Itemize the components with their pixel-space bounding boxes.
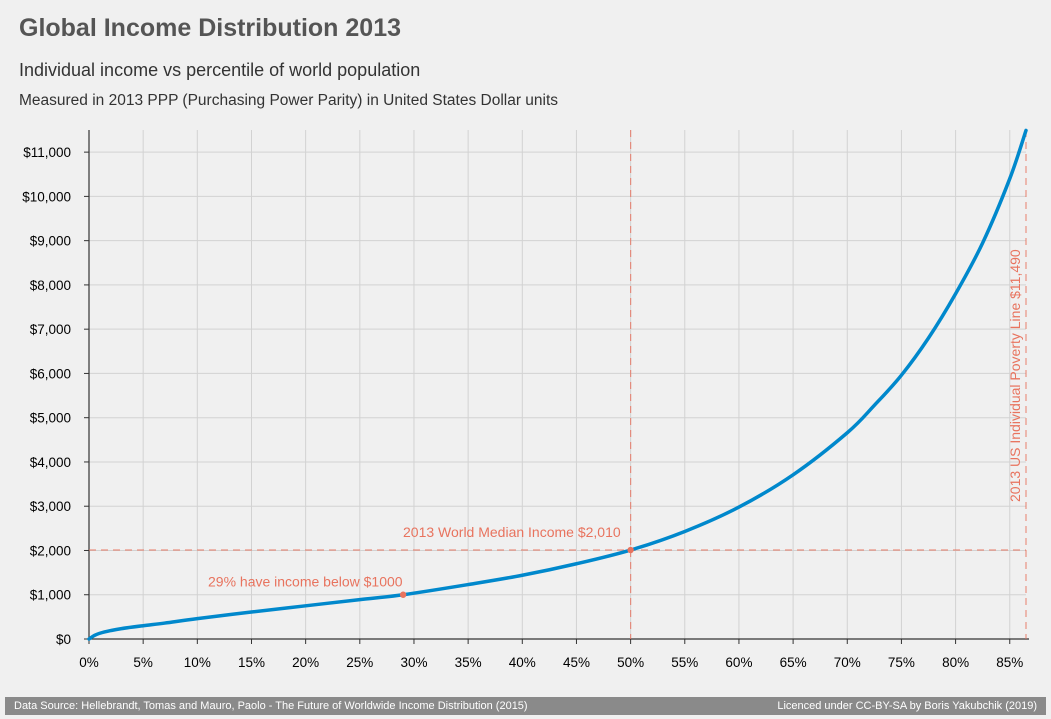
x-tick-label: 15%: [238, 655, 265, 670]
x-tick-label: 85%: [996, 655, 1023, 670]
y-tick-label: $2,000: [30, 543, 71, 558]
below-1000-label: 29% have income below $1000: [208, 574, 403, 590]
footer-bar: Data Source: Hellebrandt, Tomas and Maur…: [5, 697, 1046, 715]
y-tick-label: $0: [56, 632, 71, 647]
y-tick-label: $11,000: [23, 145, 71, 160]
y-tick-label: $3,000: [30, 499, 71, 514]
y-tick-label: $4,000: [30, 455, 71, 470]
x-tick-label: 50%: [617, 655, 644, 670]
poverty-line-label: 2013 US Individual Poverty Line $11,490: [1007, 249, 1023, 502]
x-tick-label: 10%: [184, 655, 211, 670]
x-tick-label: 5%: [133, 655, 153, 670]
below-1000-point: [399, 591, 407, 598]
median-point: [627, 546, 634, 554]
x-tick-label: 0%: [79, 655, 99, 670]
y-tick-label: $7,000: [30, 322, 71, 337]
chart-units-note: Measured in 2013 PPP (Purchasing Power P…: [19, 92, 559, 109]
y-tick-label: $9,000: [30, 234, 71, 249]
y-tick-label: $8,000: [30, 278, 71, 293]
y-tick-label: $1,000: [30, 588, 71, 603]
x-tick-label: 55%: [671, 655, 698, 670]
x-tick-label: 40%: [509, 655, 536, 670]
x-tick-label: 30%: [400, 655, 427, 670]
income-curve: [87, 128, 1028, 641]
x-tick-label: 75%: [888, 655, 915, 670]
x-tick-label: 70%: [834, 655, 861, 670]
x-tick-label: 35%: [455, 655, 482, 670]
x-tick-label: 60%: [725, 655, 752, 670]
y-tick-label: $10,000: [22, 189, 71, 204]
chart-subtitle: Individual income vs percentile of world…: [19, 60, 421, 80]
y-tick-label: $6,000: [30, 366, 71, 381]
y-tick-label: $5,000: [30, 411, 71, 426]
chart-title: Global Income Distribution 2013: [19, 14, 402, 42]
license-text: Licenced under CC-BY-SA by Boris Yakubch…: [777, 700, 1037, 712]
x-tick-label: 45%: [563, 655, 590, 670]
x-tick-label: 25%: [346, 655, 373, 670]
x-tick-label: 80%: [942, 655, 969, 670]
x-tick-label: 20%: [292, 655, 319, 670]
data-source-text: Data Source: Hellebrandt, Tomas and Maur…: [14, 700, 528, 712]
x-tick-label: 65%: [780, 655, 807, 670]
median-income-label: 2013 World Median Income $2,010: [403, 524, 621, 540]
